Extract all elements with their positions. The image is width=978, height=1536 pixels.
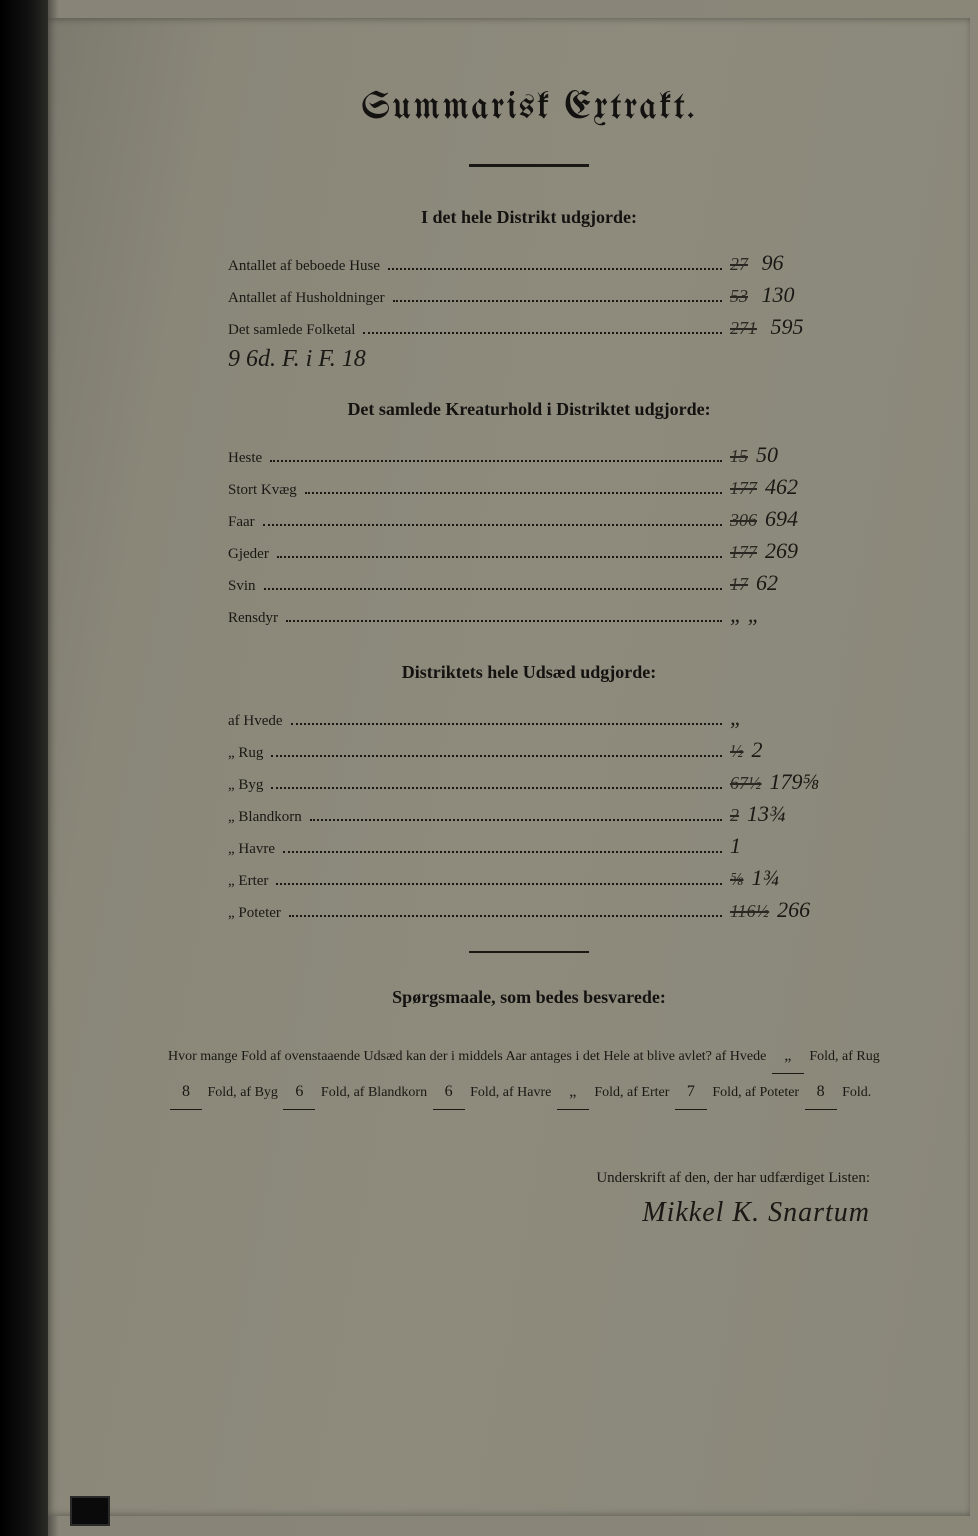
row-value: 177462 [730, 474, 880, 500]
blank-blandkorn: 6 [433, 1074, 465, 1110]
row-value: 306694 [730, 506, 880, 532]
table-row: „ Rug ½2 [228, 737, 880, 763]
row-label: „ Blandkorn [228, 809, 302, 826]
row-label: „ Byg [228, 777, 263, 794]
signature-name: Mikkel K. Snartum [148, 1197, 870, 1229]
binding-edge [0, 0, 48, 1536]
row-label: „ Havre [228, 841, 275, 858]
table-row: Faar 306694 [228, 506, 880, 532]
row-value: 1762 [730, 570, 880, 596]
table-row: Antallet af Husholdninger 53 130 [228, 282, 880, 308]
blank-byg: 6 [283, 1074, 315, 1110]
row-value: 1 [730, 833, 880, 859]
row-value: „ [730, 705, 880, 731]
row-value: 177269 [730, 538, 880, 564]
table-row: Rensdyr „ „ [228, 602, 880, 628]
blank-havre: „ [557, 1074, 589, 1110]
row-value: 67½179⅝ [730, 769, 880, 795]
document-page: Summarisk Extrakt. I det hele Distrikt u… [48, 18, 970, 1516]
row-label: „ Erter [228, 873, 268, 890]
row-label: Antallet af Husholdninger [228, 290, 385, 307]
blank-poteter: 8 [805, 1074, 837, 1110]
leader-dots [388, 268, 722, 270]
table-row: Det samlede Folketal 271 595 [228, 314, 880, 340]
row-value: „ „ [730, 602, 880, 628]
table-row: „ Havre 1 [228, 833, 880, 859]
leader-dots [393, 300, 722, 302]
question-body: Hvor mange Fold af ovenstaaende Udsæd ka… [168, 1038, 890, 1110]
table-row: Svin 1762 [228, 570, 880, 596]
row-label: Gjeder [228, 546, 269, 563]
divider [469, 164, 589, 167]
table-row: Heste 1550 [228, 442, 880, 468]
page-title: Summarisk Extrakt. [148, 88, 910, 128]
table-row: Antallet af beboede Huse 27 96 [228, 250, 880, 276]
row-label: „ Poteter [228, 905, 281, 922]
blank-erter: 7 [675, 1074, 707, 1110]
row-label: Rensdyr [228, 610, 278, 627]
row-value: 53 130 [730, 282, 880, 308]
table-row: „ Byg 67½179⅝ [228, 769, 880, 795]
row-value: 27 96 [730, 250, 880, 276]
row-value: 1550 [730, 442, 880, 468]
row-value: ⅝1¾ [730, 865, 880, 891]
section1-rows: Antallet af beboede Huse 27 96 Antallet … [228, 250, 880, 340]
section1-heading: I det hele Distrikt udgjorde: [148, 207, 910, 228]
row-value: 271 595 [730, 314, 880, 340]
row-label: af Hvede [228, 713, 283, 730]
section2-heading: Det samlede Kreaturhold i Distriktet udg… [148, 399, 910, 420]
row-label: Det samlede Folketal [228, 322, 355, 339]
divider [469, 951, 589, 953]
section3-rows: af Hvede „ „ Rug ½2 „ Byg 67½179⅝ „ Blan… [228, 705, 880, 923]
row-label: Heste [228, 450, 262, 467]
blank-hvede: „ [772, 1038, 804, 1074]
row-label: „ Rug [228, 745, 263, 762]
signature-label: Underskrift af den, der har udfærdiget L… [148, 1170, 870, 1187]
row-label: Antallet af beboede Huse [228, 258, 380, 275]
row-value: ½2 [730, 737, 880, 763]
question-heading: Spørgsmaale, som bedes besvarede: [148, 987, 910, 1008]
question-lead: Hvor mange Fold af ovenstaaende Udsæd ka… [168, 1049, 766, 1064]
signature-block: Underskrift af den, der har udfærdiget L… [148, 1170, 910, 1229]
table-row: „ Erter ⅝1¾ [228, 865, 880, 891]
blank-rug: 8 [170, 1074, 202, 1110]
row-label: Stort Kvæg [228, 482, 297, 499]
handwritten-annotation: 9 6d. F. i F. 18 [228, 346, 910, 373]
table-row: „ Poteter 116½266 [228, 897, 880, 923]
row-value: 116½266 [730, 897, 880, 923]
table-row: Gjeder 177269 [228, 538, 880, 564]
row-value: 213¾ [730, 801, 880, 827]
row-label: Svin [228, 578, 256, 595]
archive-clip [70, 1496, 110, 1526]
section2-rows: Heste 1550 Stort Kvæg 177462 Faar 306694… [228, 442, 880, 628]
section3-heading: Distriktets hele Udsæd udgjorde: [148, 662, 910, 683]
table-row: af Hvede „ [228, 705, 880, 731]
leader-dots [363, 332, 722, 334]
table-row: „ Blandkorn 213¾ [228, 801, 880, 827]
row-label: Faar [228, 514, 255, 531]
table-row: Stort Kvæg 177462 [228, 474, 880, 500]
